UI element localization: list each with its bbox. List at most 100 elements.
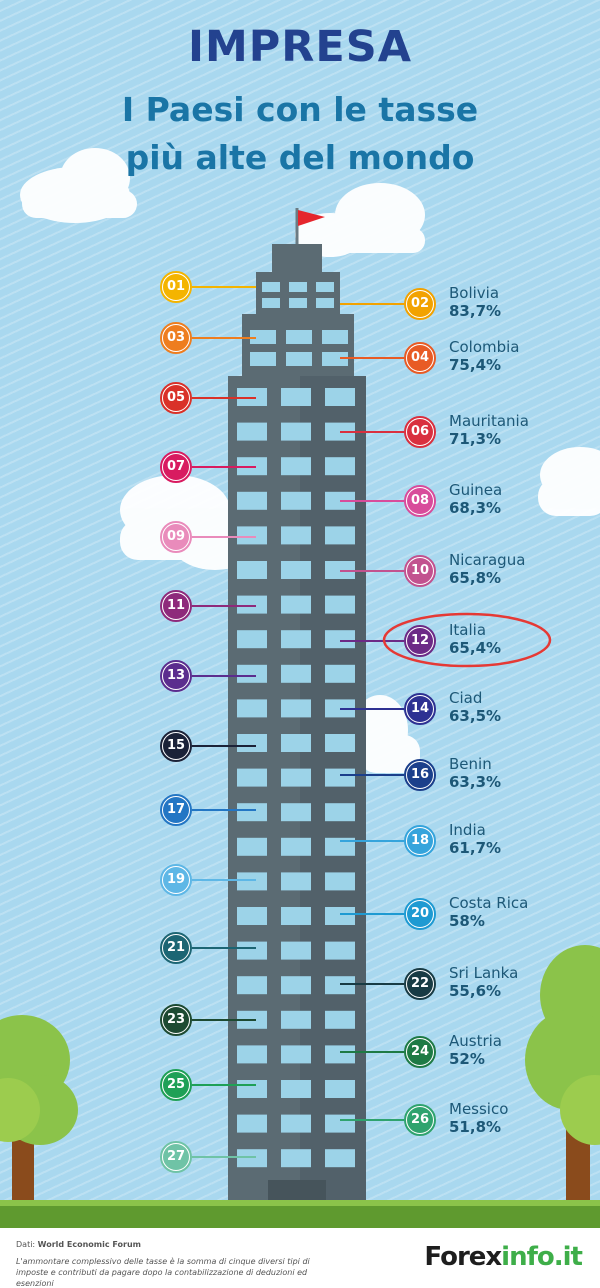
tax-rate-value: 52% <box>449 1050 485 1068</box>
window <box>262 298 280 308</box>
connector-line <box>340 640 404 642</box>
rank-badge: 25 <box>160 1069 192 1101</box>
rank-number: 04 <box>407 345 433 371</box>
tax-rate-value: 75,4% <box>449 356 502 374</box>
window <box>281 976 311 995</box>
connector-line <box>192 947 256 949</box>
window <box>325 457 355 476</box>
ground <box>0 1206 600 1228</box>
rank-badge: 22 <box>404 968 436 1000</box>
window <box>316 282 334 292</box>
connector-line <box>192 1156 256 1158</box>
source-line: Dati: World Economic Forum <box>16 1240 141 1249</box>
window <box>286 352 312 366</box>
rank-badge: 05 <box>160 382 192 414</box>
rank-badge: 26 <box>404 1104 436 1136</box>
window <box>250 352 276 366</box>
window <box>325 388 355 406</box>
rank-number: 23 <box>163 1007 189 1033</box>
country-name: Bolivia <box>449 284 500 302</box>
connector-line <box>192 397 256 399</box>
cloud-top-left <box>20 148 137 223</box>
country-name: Benin <box>449 755 492 773</box>
window <box>237 734 267 752</box>
country-name: Messico <box>449 1100 509 1118</box>
rank-number: 20 <box>407 901 433 927</box>
rank-badge: 02 <box>404 288 436 320</box>
connector-line <box>192 286 256 288</box>
window <box>237 803 267 822</box>
window <box>281 803 311 822</box>
window <box>237 699 267 718</box>
rank-badge: 16 <box>404 759 436 791</box>
window <box>325 734 355 752</box>
rank-number: 25 <box>163 1072 189 1098</box>
source-name: World Economic Forum <box>37 1240 142 1249</box>
rank-number: 08 <box>407 488 433 514</box>
rank-number: 27 <box>163 1144 189 1170</box>
rank-badge: 18 <box>404 825 436 857</box>
window <box>237 907 267 925</box>
window <box>281 1114 311 1133</box>
connector-line <box>192 466 256 468</box>
rank-badge: 12 <box>404 625 436 657</box>
connector-line <box>192 337 256 339</box>
rank-number: 07 <box>163 454 189 480</box>
window <box>281 872 311 891</box>
tax-rate-value: 55,6% <box>449 982 502 1000</box>
subtitle-line-2: più alte del mondo <box>125 138 475 177</box>
window <box>325 1149 355 1168</box>
rank-badge: 03 <box>160 322 192 354</box>
window <box>281 491 311 510</box>
rank-badge: 01 <box>160 271 192 303</box>
subtitle-line-1: I Paesi con le tasse <box>121 90 479 129</box>
connector-line <box>340 357 404 359</box>
connector-line <box>340 500 404 502</box>
window <box>281 941 311 960</box>
rank-number: 11 <box>163 593 189 619</box>
connector-line <box>340 774 404 776</box>
window <box>325 941 355 960</box>
window <box>325 837 355 856</box>
rank-badge: 27 <box>160 1141 192 1173</box>
tree-left <box>0 1015 78 1206</box>
connector-line <box>340 303 404 305</box>
building-upper <box>256 272 340 316</box>
country-name: Austria <box>449 1032 502 1050</box>
connector-line <box>192 675 256 677</box>
window <box>237 595 267 614</box>
connector-line <box>192 745 256 747</box>
brand-logo[interactable]: Forexinfo.it <box>424 1242 583 1272</box>
rank-number: 10 <box>407 558 433 584</box>
rank-number: 22 <box>407 971 433 997</box>
building-shade <box>300 376 366 1208</box>
window <box>281 595 311 614</box>
country-name: Mauritania <box>449 412 529 430</box>
window <box>262 282 280 292</box>
footer: Dati: World Economic Forum L'ammontare c… <box>0 1228 600 1288</box>
window <box>289 282 307 292</box>
cloud-top-right <box>295 183 425 257</box>
window <box>325 595 355 614</box>
country-name: Italia <box>449 621 487 639</box>
tree-right <box>525 945 600 1206</box>
connector-line <box>192 605 256 607</box>
window <box>237 1045 267 1064</box>
tax-rate-value: 58% <box>449 912 485 930</box>
rank-badge: 09 <box>160 521 192 553</box>
window <box>322 352 348 366</box>
window <box>325 1045 355 1064</box>
window <box>281 388 311 406</box>
trees-decoration <box>0 945 600 1206</box>
rank-number: 21 <box>163 935 189 961</box>
country-name: Ciad <box>449 689 483 707</box>
tax-rate-value: 63,3% <box>449 773 502 791</box>
rank-badge: 19 <box>160 864 192 896</box>
tax-rate-value: 51,8% <box>449 1118 502 1136</box>
tax-rate-value: 68,3% <box>449 499 502 517</box>
tax-rate-value: 61,7% <box>449 839 502 857</box>
building-windows <box>237 282 355 1168</box>
cloud-right-mid <box>538 447 600 516</box>
rank-number: 14 <box>407 696 433 722</box>
window <box>237 561 267 579</box>
